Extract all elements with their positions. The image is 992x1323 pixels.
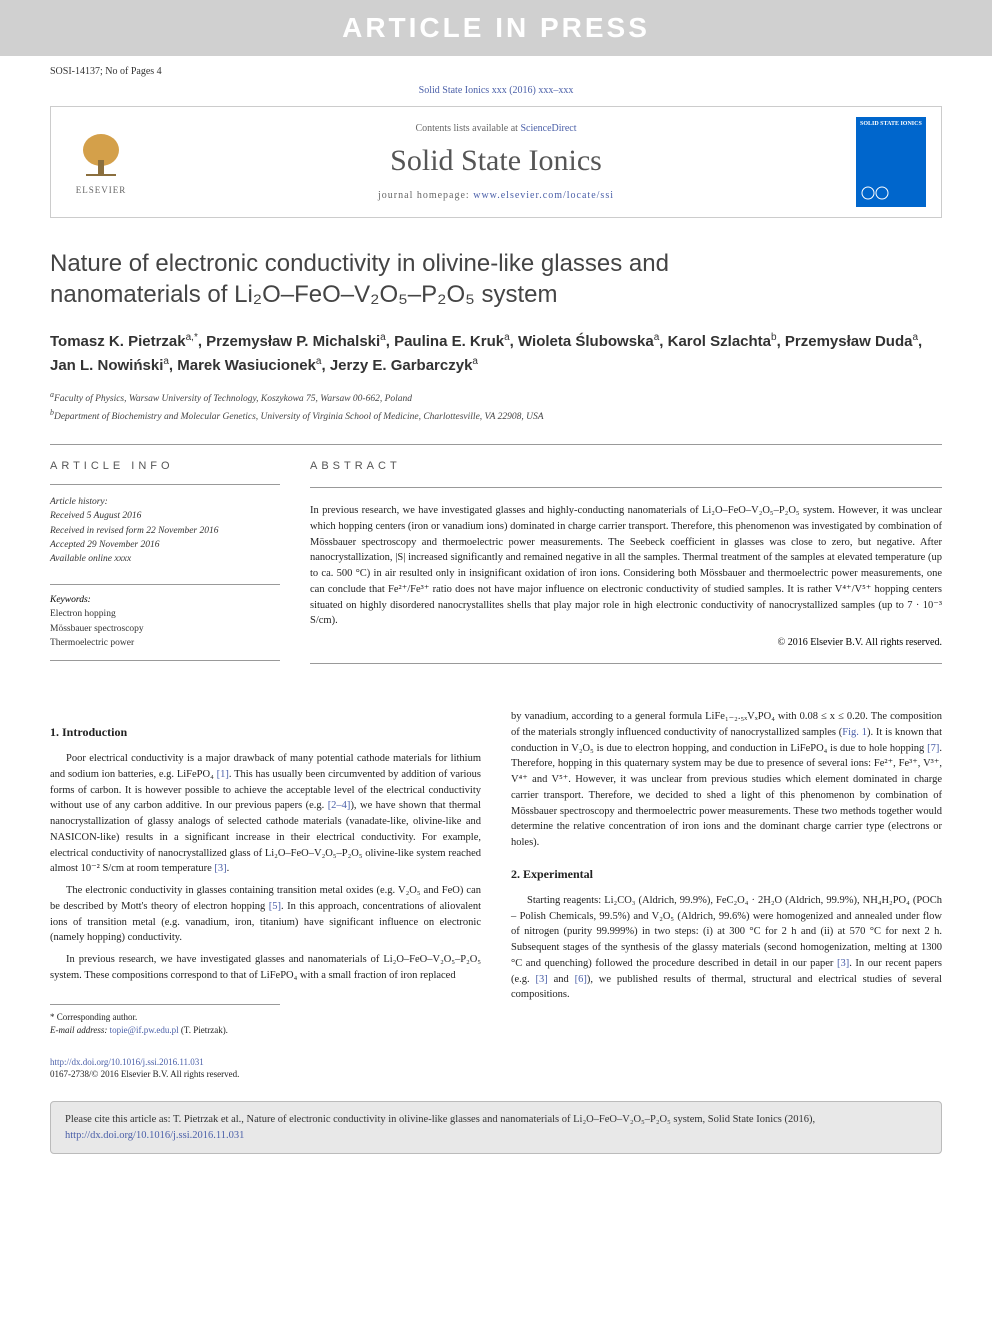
intro-paragraph-3: In previous research, we have investigat… [50, 952, 481, 984]
title-block: Nature of electronic conductivity in oli… [50, 248, 942, 310]
section-heading-experimental: 2. Experimental [511, 865, 942, 883]
fig-link[interactable]: Fig. 1 [842, 727, 867, 738]
title-line-2: nanomaterials of Li₂O–FeO–V₂O₅–P₂O₅ syst… [50, 281, 557, 308]
ref-link[interactable]: [3] [837, 958, 849, 969]
homepage-line: journal homepage: www.elsevier.com/locat… [136, 190, 856, 201]
email-suffix: (T. Pietrzak). [181, 1025, 228, 1035]
abstract-label: ABSTRACT [310, 460, 942, 472]
article-history: Article history: Received 5 August 2016 … [50, 495, 280, 566]
corr-star: * Corresponding author. [50, 1011, 280, 1025]
abstract-column: ABSTRACT In previous research, we have i… [310, 460, 942, 679]
sciencedirect-link[interactable]: ScienceDirect [520, 123, 576, 134]
email-label: E-mail address: [50, 1025, 110, 1035]
keyword: Electron hopping [50, 607, 280, 621]
keyword: Thermoelectric power [50, 636, 280, 650]
revised-date: Received in revised form 22 November 201… [50, 524, 280, 538]
affiliations: aFaculty of Physics, Warsaw University o… [50, 389, 942, 424]
citation-text: Please cite this article as: T. Pietrzak… [65, 1114, 815, 1125]
divider [50, 444, 942, 445]
affiliation-a: aFaculty of Physics, Warsaw University o… [50, 389, 942, 406]
email-link[interactable]: topie@if.pw.edu.pl [110, 1025, 179, 1035]
issn-copyright: 0167-2738/© 2016 Elsevier B.V. All right… [50, 1069, 239, 1079]
ref-link[interactable]: [2–4] [328, 800, 351, 811]
history-header: Article history: [50, 495, 280, 509]
affiliation-b: bDepartment of Biochemistry and Molecula… [50, 407, 942, 424]
online-date: Available online xxxx [50, 552, 280, 566]
elsevier-logo: ELSEVIER [66, 122, 136, 202]
divider [50, 484, 280, 485]
intro-paragraph-2: The electronic conductivity in glasses c… [50, 883, 481, 946]
ref-link[interactable]: [1] [217, 769, 229, 780]
ref-link[interactable]: [6] [575, 974, 587, 985]
divider [310, 663, 942, 664]
elsevier-tree-icon [76, 130, 126, 185]
intro-paragraph-1: Poor electrical conductivity is a major … [50, 751, 481, 877]
title-line-1: Nature of electronic conductivity in oli… [50, 250, 669, 277]
ref-link[interactable]: [3] [214, 863, 226, 874]
divider [50, 584, 280, 585]
keywords-header: Keywords: [50, 595, 280, 605]
homepage-link[interactable]: www.elsevier.com/locate/ssi [473, 190, 614, 201]
citation-box: Please cite this article as: T. Pietrzak… [50, 1101, 942, 1155]
corr-email-line: E-mail address: topie@if.pw.edu.pl (T. P… [50, 1024, 280, 1038]
journal-ref-top: Solid State Ionics xxx (2016) xxx–xxx [50, 85, 942, 96]
divider [50, 660, 280, 661]
ref-link[interactable]: [3] [536, 974, 548, 985]
corresponding-author-footer: * Corresponding author. E-mail address: … [50, 1004, 280, 1038]
elsevier-text: ELSEVIER [76, 185, 127, 195]
doi-link[interactable]: http://dx.doi.org/10.1016/j.ssi.2016.11.… [50, 1057, 204, 1067]
section-heading-intro: 1. Introduction [50, 723, 481, 741]
exp-paragraph-1: Starting reagents: Li₂CO₃ (Aldrich, 99.9… [511, 893, 942, 1003]
received-date: Received 5 August 2016 [50, 509, 280, 523]
doc-header-id: SOSI-14137; No of Pages 4 [50, 66, 942, 77]
keyword: Mössbauer spectroscopy [50, 622, 280, 636]
left-column: 1. Introduction Poor electrical conducti… [50, 709, 481, 1081]
ref-link[interactable]: [5] [269, 901, 281, 912]
contents-lists-line: Contents lists available at ScienceDirec… [136, 123, 856, 134]
journal-header-box: ELSEVIER Contents lists available at Sci… [50, 106, 942, 218]
abstract-text: In previous research, we have investigat… [310, 503, 942, 629]
homepage-prefix: journal homepage: [378, 190, 473, 201]
article-in-press-banner: ARTICLE IN PRESS [0, 0, 992, 56]
cover-title: SOLID STATE IONICS [860, 121, 922, 127]
info-abstract-row: ARTICLE INFO Article history: Received 5… [50, 460, 942, 679]
intro-paragraph-3-cont: by vanadium, according to a general form… [511, 709, 942, 851]
journal-name: Solid State Ionics [136, 144, 856, 178]
header-center: Contents lists available at ScienceDirec… [136, 123, 856, 201]
right-column: by vanadium, according to a general form… [511, 709, 942, 1081]
article-title: Nature of electronic conductivity in oli… [50, 248, 942, 310]
authors-list: Tomasz K. Pietrzaka,*, Przemysław P. Mic… [50, 330, 942, 377]
article-info-column: ARTICLE INFO Article history: Received 5… [50, 460, 280, 679]
ref-link[interactable]: [7] [927, 743, 939, 754]
doi-footer: http://dx.doi.org/10.1016/j.ssi.2016.11.… [50, 1056, 481, 1081]
body-two-columns: 1. Introduction Poor electrical conducti… [50, 709, 942, 1081]
citation-doi-link[interactable]: http://dx.doi.org/10.1016/j.ssi.2016.11.… [65, 1130, 244, 1141]
cover-graphic-icon [860, 183, 890, 203]
keywords-list: Electron hopping Mössbauer spectroscopy … [50, 607, 280, 650]
contents-prefix: Contents lists available at [415, 123, 520, 134]
abstract-copyright: © 2016 Elsevier B.V. All rights reserved… [310, 637, 942, 648]
journal-cover-thumbnail: SOLID STATE IONICS [856, 117, 926, 207]
divider [310, 487, 942, 488]
article-info-label: ARTICLE INFO [50, 460, 280, 472]
accepted-date: Accepted 29 November 2016 [50, 538, 280, 552]
